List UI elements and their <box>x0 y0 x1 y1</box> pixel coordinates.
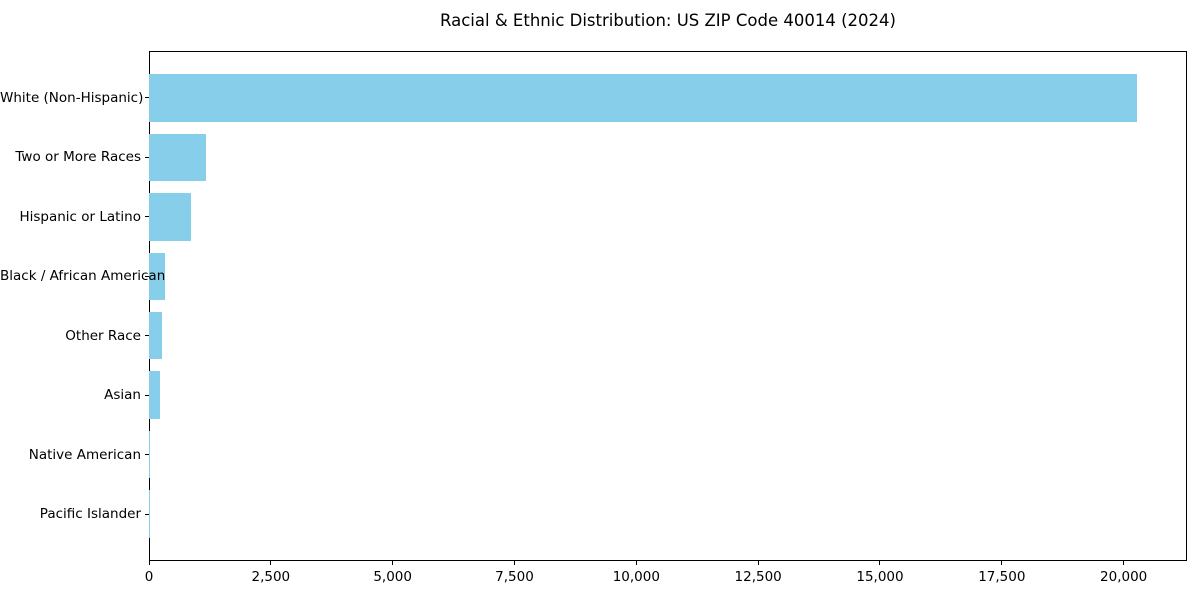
chart-title: Racial & Ethnic Distribution: US ZIP Cod… <box>440 11 896 30</box>
x-tick-label: 12,500 <box>734 569 782 585</box>
x-tick-mark <box>148 561 150 565</box>
x-tick-mark <box>1123 561 1125 565</box>
bar <box>149 74 1137 122</box>
x-tick-mark <box>513 561 515 565</box>
y-tick-label: Asian <box>104 387 141 404</box>
y-tick-mark <box>145 335 149 337</box>
bar <box>149 371 160 419</box>
x-tick-mark <box>392 561 394 565</box>
x-tick-label: 15,000 <box>856 569 904 585</box>
y-tick-mark <box>145 156 149 158</box>
x-tick-label: 20,000 <box>1100 569 1148 585</box>
x-tick-label: 7,500 <box>495 569 534 585</box>
y-tick-label: Pacific Islander <box>39 506 141 523</box>
x-tick-label: 0 <box>144 569 154 585</box>
x-tick-label: 2,500 <box>251 569 291 585</box>
y-tick-mark <box>145 275 149 277</box>
y-tick-label: Other Race <box>65 327 141 344</box>
bar <box>149 133 207 182</box>
x-tick-label: 10,000 <box>612 569 660 585</box>
y-tick-label: Black / African American <box>0 268 166 285</box>
y-tick-mark <box>145 216 149 218</box>
x-tick-mark <box>879 561 881 565</box>
bar <box>149 193 191 241</box>
y-tick-label: Hispanic or Latino <box>19 208 141 225</box>
plot-frame <box>149 51 1187 561</box>
y-tick-mark <box>145 97 149 99</box>
x-tick-mark <box>635 561 637 565</box>
y-tick-label: Two or More Races <box>15 149 141 166</box>
bar <box>149 252 165 301</box>
y-tick-label: White (Non-Hispanic) <box>0 89 144 106</box>
y-tick-mark <box>145 394 149 396</box>
bar <box>149 311 162 360</box>
y-tick-label: Native American <box>28 446 141 463</box>
y-tick-mark <box>145 513 149 515</box>
y-tick-mark <box>145 454 149 456</box>
x-tick-mark <box>1001 561 1003 565</box>
x-tick-label: 5,000 <box>373 569 412 585</box>
x-tick-mark <box>757 561 759 565</box>
x-tick-label: 17,500 <box>978 569 1026 585</box>
plot-area <box>149 51 1187 561</box>
x-tick-mark <box>270 561 272 565</box>
